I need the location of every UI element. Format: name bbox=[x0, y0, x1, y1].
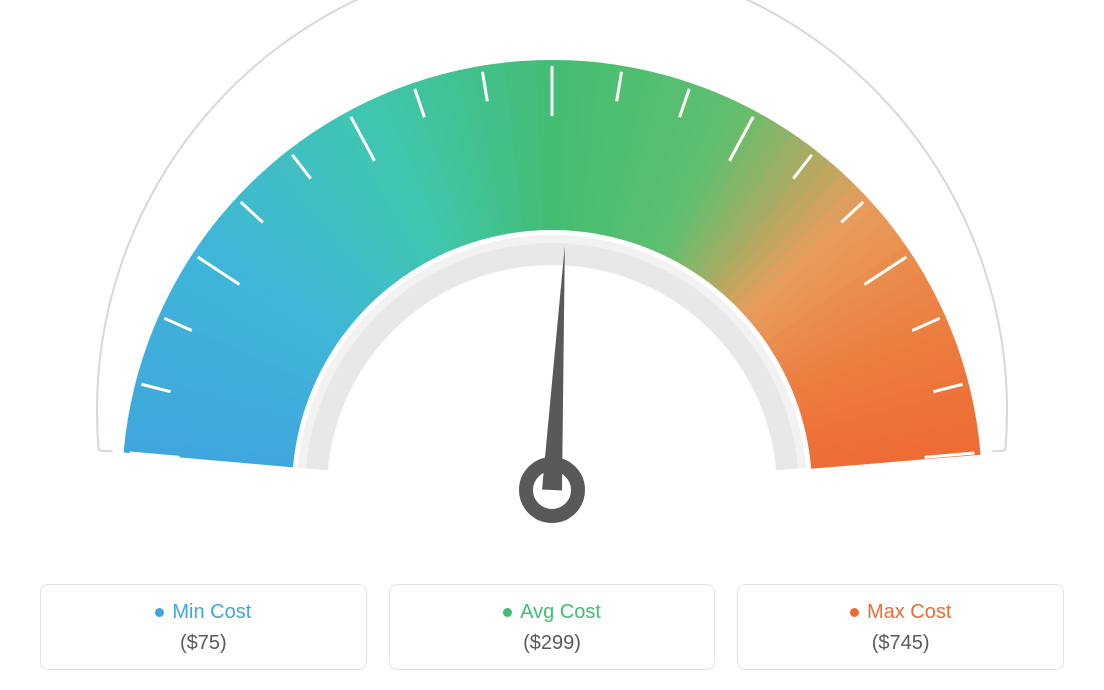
gauge-tick-label: $745 bbox=[0, 0, 24, 5]
legend-value-text: ($299) bbox=[390, 632, 715, 655]
legend-dot bbox=[850, 608, 859, 617]
legend-card: Avg Cost ($299) bbox=[389, 584, 716, 670]
legend-dot bbox=[503, 608, 512, 617]
gauge-svg: $75$131$187$299$448$597$745 bbox=[0, 0, 1104, 560]
legend-row: Min Cost ($75) Avg Cost ($299) Max Cost ($745… bbox=[40, 584, 1064, 670]
legend-dot bbox=[155, 608, 164, 617]
legend-label-text: Min Cost bbox=[172, 601, 251, 623]
legend-card: Min Cost ($75) bbox=[40, 584, 367, 670]
gauge-chart: $75$131$187$299$448$597$745 bbox=[0, 0, 1104, 560]
legend-title: Avg Cost bbox=[390, 601, 715, 624]
legend-title: Max Cost bbox=[738, 601, 1063, 624]
legend-label-text: Max Cost bbox=[867, 601, 951, 623]
legend-card: Max Cost ($745) bbox=[737, 584, 1064, 670]
outer-arc-endtick bbox=[99, 450, 113, 451]
gauge-needle bbox=[542, 245, 565, 490]
outer-arc-endtick bbox=[991, 450, 1005, 451]
legend-value-text: ($745) bbox=[738, 632, 1063, 655]
legend-label-text: Avg Cost bbox=[520, 601, 601, 623]
legend-title: Min Cost bbox=[41, 601, 366, 624]
legend-value-text: ($75) bbox=[41, 632, 366, 655]
